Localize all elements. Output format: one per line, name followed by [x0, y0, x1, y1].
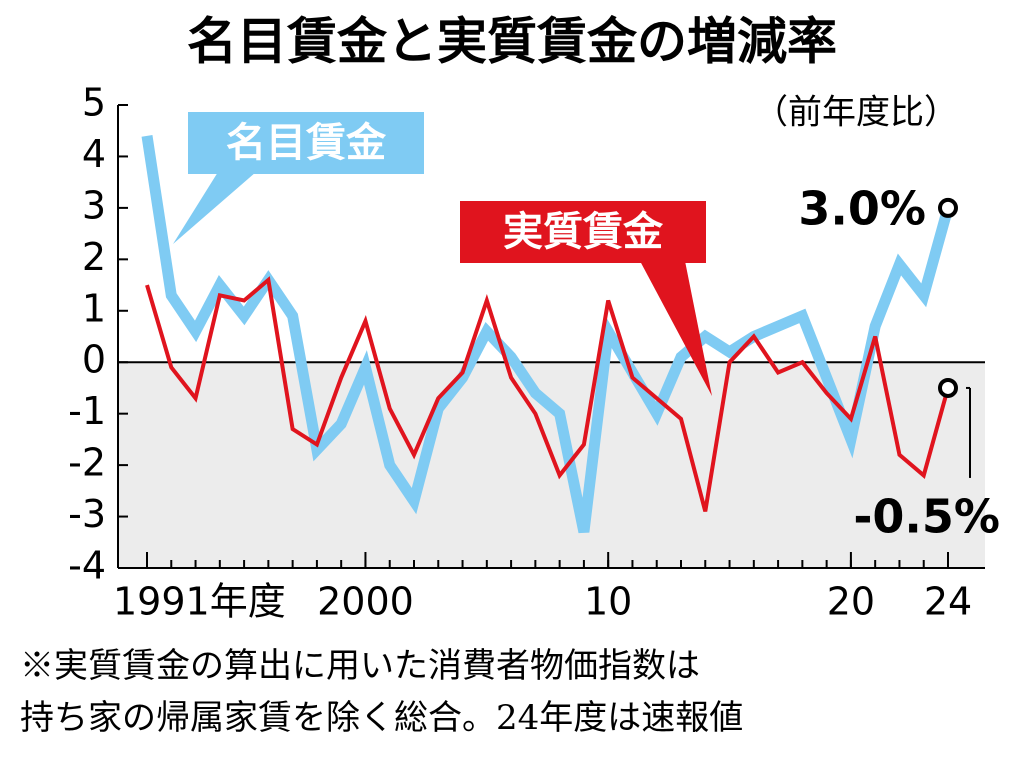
- y-tick-label: 3: [82, 183, 106, 227]
- negative-area: [118, 362, 985, 568]
- y-tick-label: 2: [82, 235, 106, 279]
- y-tick-label: -3: [68, 492, 106, 536]
- series-line: [141, 135, 954, 534]
- end-marker: [938, 197, 958, 218]
- note: 持ち家の帰属家賃を除く総合。24年度は速報値: [20, 698, 743, 738]
- y-tick-label: -4: [68, 544, 106, 588]
- legend-label: 名目賃金: [226, 120, 387, 166]
- value-label: 3.0%: [798, 181, 926, 235]
- y-tick-label: -1: [68, 389, 106, 433]
- legend-label: 実質賃金: [503, 209, 664, 255]
- x-tick-label: 10: [584, 580, 632, 624]
- legend-box: [460, 201, 706, 263]
- y-tick-label: 5: [82, 81, 106, 125]
- legend-pointer: [640, 261, 712, 396]
- chart-title: 名目賃金と実質賃金の増減率: [187, 13, 837, 71]
- legend-pointer: [173, 172, 256, 244]
- y-tick-label: 1: [82, 286, 106, 330]
- value-label: -0.5%: [853, 489, 1000, 543]
- series-line: [145, 276, 950, 512]
- x-tick-label: 24: [924, 580, 972, 624]
- y-tick-label: 0: [82, 338, 106, 382]
- x-tick-label: 20: [827, 580, 875, 624]
- chart-subtitle: （前年度比）: [754, 93, 958, 133]
- y-tick-label: -2: [68, 441, 106, 485]
- end-marker: [938, 377, 958, 398]
- x-tick-label: 2000: [317, 580, 414, 624]
- y-tick-label: 4: [82, 132, 106, 176]
- x-tick-label: 1991年度: [113, 580, 286, 624]
- note: ※実質賃金の算出に用いた消費者物価指数は: [20, 646, 700, 686]
- legend-box: [188, 112, 424, 174]
